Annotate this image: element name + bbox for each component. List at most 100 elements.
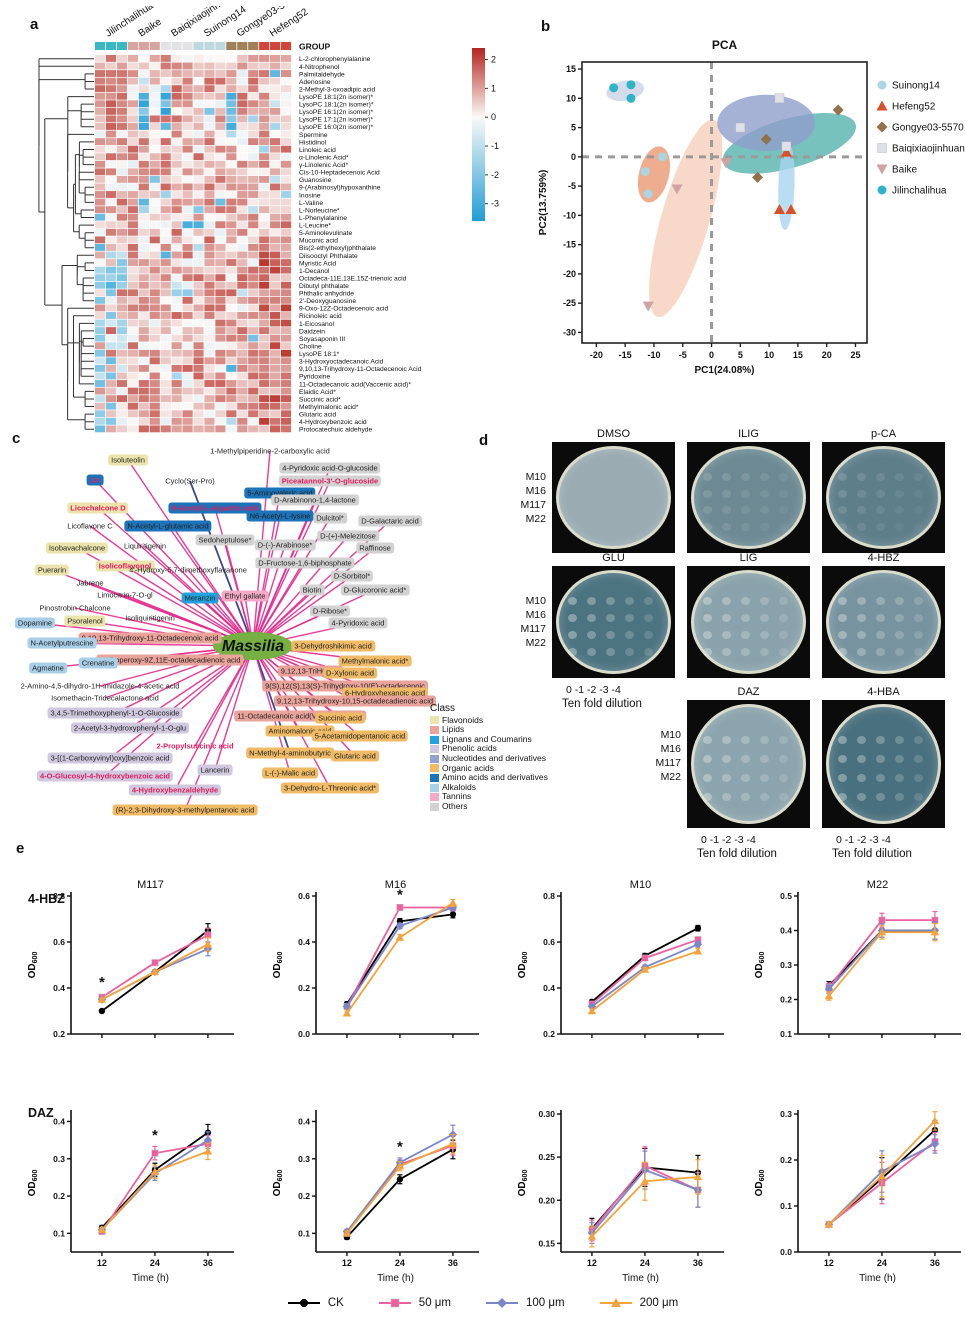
colony-spot [760,506,769,515]
network-panel: Massilia Isoluteolin Lic Cyclo(Ser-Pro) Lic… [10,428,560,830]
svg-text:0.4: 0.4 [298,1116,310,1126]
panel-label-d: d [479,432,489,449]
network-node: 3,4,5-Trimethoxyphenyl-1-O-Glucoside [47,707,183,719]
colony-spot [703,523,712,532]
network-class-legend-item: Tannins [430,792,548,802]
network-node: Limocitrin-7-O-gl [97,590,153,600]
colony-spot [779,647,788,656]
growth-legend: CK 50 μm 100 μm 200 μm [0,1296,965,1310]
colony-spot [703,735,712,744]
colony-spot [760,735,769,744]
colony-spot [779,735,788,744]
colony-spot [760,614,769,623]
network-node: D-Galactaric acid [358,515,422,527]
svg-text:Baike: Baike [892,165,917,176]
svg-text:5: 5 [571,123,576,133]
panel-label-e: e [16,840,25,857]
network-node: 3-[(1-Carboxyvinyl)oxy]benzoic acid [47,752,173,764]
network-node: 9,10,13-Trihydroxy-11-Octadecenoic acid [78,632,222,644]
pca-legend: Suinong14 Hefeng52 Gongye03-5570 Baiqixiaoj… [876,80,965,197]
plates-panel: DMSO ILIG p-CA M10 M16 M117 M22 GLU 0 -1 -2 -3 -… [470,428,965,868]
colony-spot [779,755,788,764]
svg-text:0.2: 0.2 [53,1029,65,1039]
network-node: 4-Hydroxybenzaldehyde [128,784,222,796]
svg-text:-30: -30 [563,327,576,337]
network-class-legend-item: Others [430,801,548,812]
svg-text:OD600: OD600 [272,1170,284,1197]
svg-text:36: 36 [693,1258,703,1268]
colony-spot [914,473,923,482]
network-node: N-Methyl-4-aminobutyric [246,747,334,759]
svg-text:Time (h): Time (h) [377,1273,414,1284]
colony-spot [895,614,904,623]
colony-spot [895,489,904,498]
network-node: Glutaric acid [331,750,379,762]
colony-spot [838,614,847,623]
network-node: 1-Methylpiperidine-2-carboxylic acid [210,446,330,456]
colony-spot [838,630,847,639]
colony-spot [587,614,596,623]
svg-text:5: 5 [738,350,743,360]
network-node: 4-Pyridoxic acid [328,617,388,629]
network-class-legend-item: Alkaloids [430,782,548,793]
colony-spot [703,793,712,802]
plate-title: DMSO [597,428,630,440]
network-node: 9(S),12(S),13(S)-Trihydroxy-10(E)-octade… [262,680,428,692]
network-node: Ethyl gallate [221,590,269,602]
svg-text:α-Linolenic Acid*: α-Linolenic Acid* [299,154,349,161]
svg-text:1-Decanol: 1-Decanol [299,268,330,275]
svg-text:-15: -15 [563,240,576,250]
colony-spot [857,473,866,482]
svg-text:OD600: OD600 [27,1170,39,1197]
strain-labels: M10 M16 M117 M22 [520,595,547,649]
colony-spot [722,506,731,515]
colony-spot [876,473,885,482]
svg-text:L-2-chlorophenylalanine: L-2-chlorophenylalanine [299,56,371,63]
svg-text:*: * [397,886,403,903]
colony-spot [606,647,615,656]
network-node: Raffinose [356,542,394,554]
svg-text:M117: M117 [137,879,164,891]
colony-spot [760,630,769,639]
colony-spot [568,630,577,639]
colony-spot [741,473,750,482]
svg-text:0.4: 0.4 [53,1116,65,1126]
svg-text:0.15: 0.15 [538,1238,555,1248]
network-node: 4-O-Glucosyl-4-hydroxybenzoic acid [36,770,174,782]
svg-text:Time (h): Time (h) [859,1273,896,1284]
network-class-legend-item: Amino acids and derivatives [430,773,548,783]
svg-text:0.1: 0.1 [298,1228,310,1238]
colony-spot [914,630,923,639]
svg-text:0.4: 0.4 [543,983,555,993]
svg-text:-25: -25 [563,298,576,308]
network-node: Jabrene [76,578,104,588]
growth-chart-hbz-m22: M22 0.1 0.2 0.3 0.4 0.5 OD600 [754,879,961,1039]
colony-spot [722,523,731,532]
colony-spot [876,793,885,802]
svg-text:Muconic acid: Muconic acid [299,238,338,245]
network-node: Puerarin [34,564,70,576]
svg-text:-2: -2 [491,170,499,180]
svg-text:10: 10 [566,93,576,103]
svg-text:-10: -10 [563,210,576,220]
network-node: D-Fructose-1,6-biphosphate [255,557,355,569]
svg-text:4-Nitrophenol: 4-Nitrophenol [299,64,340,71]
colony-spot [857,506,866,515]
colony-spot [741,489,750,498]
svg-text:25: 25 [850,350,860,360]
svg-text:0: 0 [709,350,714,360]
growth-chart-daz-m22: 0.0 0.1 0.2 0.3 12 24 36 Time (h) OD600 [754,1109,961,1284]
class-color-swatch [430,725,439,734]
network-node: Methylmalonic acid* [338,655,412,667]
svg-text:Adenosine: Adenosine [299,79,331,86]
colony-spot [914,614,923,623]
colony-spot [703,489,712,498]
svg-text:0.8: 0.8 [53,891,65,901]
network-node: D-Ribose* [309,605,351,617]
network-node: Isomethacin-Tridecalactone acid [51,693,159,703]
svg-text:LysoPE 18:1(2n isomer)*: LysoPE 18:1(2n isomer)* [299,94,373,101]
svg-text:Palmitaldehyde: Palmitaldehyde [299,71,345,78]
petri-dish [691,570,806,674]
svg-text:γ-Linolenic Acid*: γ-Linolenic Acid* [299,162,348,169]
svg-text:0.3: 0.3 [780,1109,792,1119]
